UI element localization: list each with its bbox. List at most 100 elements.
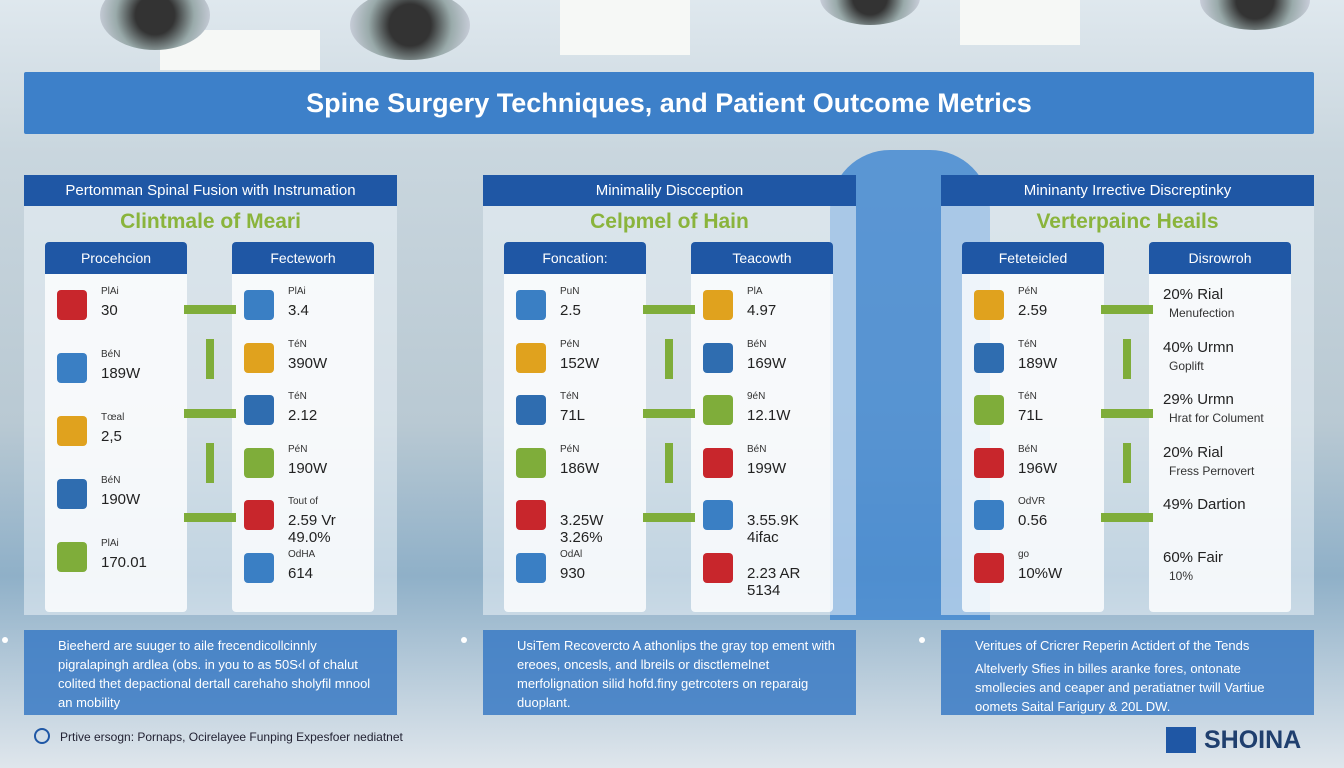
item-value: 2.23 AR 5134 <box>747 564 801 599</box>
item-icon <box>703 500 733 530</box>
item-value: 930 <box>560 564 586 582</box>
arrow <box>643 513 695 522</box>
surgical-lamp <box>1200 0 1310 30</box>
panel-subtitle: Verterpainc Heails <box>1036 210 1219 233</box>
item-label: PlAi <box>101 286 119 297</box>
item-value: 190W <box>288 459 328 477</box>
item-value: 10% <box>1169 568 1194 583</box>
arrow <box>1123 339 1131 379</box>
footer-text: Prtive ersogn: Pornaps, Ocirelayee Funpi… <box>60 730 403 744</box>
item-label: Tœal <box>101 412 125 423</box>
card-header: Fecteworh <box>232 242 374 274</box>
item-icon <box>57 416 87 446</box>
item-icon <box>974 447 1004 478</box>
card-header: Disrowroh <box>1149 242 1291 274</box>
item-icon <box>57 353 87 383</box>
notes: UsiTem Recovercto A athonlips the gray t… <box>461 630 856 715</box>
item-value: 2.59 Vr 49.0% <box>288 512 336 546</box>
item-icon <box>703 395 733 425</box>
item-icon <box>516 342 546 373</box>
item-value: 30 <box>101 302 118 319</box>
item-value: 189W <box>1018 354 1058 372</box>
arrow <box>665 443 673 483</box>
item-label: OdHA <box>288 548 316 560</box>
brand: SHOINA <box>1204 726 1302 754</box>
panel-subtitle: Celpmel of Hain <box>590 210 749 233</box>
card: Foncation: PuN 2.5 PéN 152W TéN 71L PéN 186W 3.25… <box>504 242 646 612</box>
card-header: Teacowth <box>691 242 833 274</box>
arrow <box>184 409 236 418</box>
notes: Veritues of Cricrer Reperin Actidert of … <box>919 630 1314 715</box>
item-label: go <box>1018 548 1030 560</box>
item-label: BéN <box>101 349 121 360</box>
card-header: Feteteicled <box>962 242 1104 274</box>
card: Feteteicled PéN 2.59 TéN 189W TéN 71L BéN 196W Od… <box>962 242 1104 612</box>
item-icon <box>57 479 87 509</box>
note: Bieeherd are suuger to aile frecendicoll… <box>58 638 371 710</box>
item-icon <box>974 552 1004 583</box>
item-icon <box>57 290 87 320</box>
arrow <box>643 409 695 418</box>
arrow <box>206 339 214 379</box>
panel-header: Minimalily Discception <box>483 175 856 206</box>
item-icon <box>244 290 274 320</box>
item-label: 29% Urmn <box>1163 391 1234 408</box>
item-label: PuN <box>560 286 580 297</box>
item-label: PéN <box>560 338 580 350</box>
arrow <box>643 305 695 314</box>
item-label: PlA <box>747 286 763 297</box>
item-label: 49% Dartion <box>1163 496 1246 513</box>
item-label: PlAi <box>101 538 119 549</box>
note: Altelverly Sfies in billes aranke fores,… <box>975 661 1265 714</box>
item-label: BéN <box>101 475 121 486</box>
item-label: BéN <box>747 443 767 455</box>
item-value: 152W <box>560 354 600 372</box>
item-label: PéN <box>288 443 308 455</box>
panel-header: Mininanty Irrective Discreptinky <box>941 175 1314 206</box>
item-label: TéN <box>1018 338 1037 350</box>
arrow <box>1101 409 1153 418</box>
item-icon <box>244 342 274 373</box>
item-value: 2.5 <box>560 302 581 319</box>
item-value: 3.4 <box>288 302 309 319</box>
item-value: Fress Pernovert <box>1169 463 1255 478</box>
surgical-lamp <box>350 0 470 60</box>
item-icon <box>974 395 1004 425</box>
arrow <box>1101 513 1153 522</box>
item-label: BéN <box>747 338 767 350</box>
ceiling-light <box>560 0 690 55</box>
item-label: OdAl <box>560 548 583 560</box>
item-label: Tout of <box>288 496 319 507</box>
item-value: 190W <box>101 491 141 508</box>
ceiling-light <box>960 0 1080 45</box>
item-label: TéN <box>560 391 579 402</box>
card: Disrowroh 20% Rial Menufection 40% Urmn Gopl… <box>1149 242 1291 612</box>
item-value: 4.97 <box>747 302 777 319</box>
note: Veritues of Cricrer Reperin Actidert of … <box>975 638 1250 653</box>
item-icon <box>703 552 733 583</box>
item-value: 186W <box>560 459 600 477</box>
title: Spine Surgery Techniques, and Patient Ou… <box>24 72 1314 134</box>
card: Teacowth PlA 4.97 BéN 169W 9éN 12.1W BéN 199W 3.5… <box>691 242 833 612</box>
item-label: OdVR <box>1018 496 1046 507</box>
item-value: 3.55.9K 4ifac <box>747 512 799 546</box>
item-icon <box>516 290 546 320</box>
item-value: 10%W <box>1018 564 1063 582</box>
arrow <box>665 339 673 379</box>
item-icon <box>974 290 1004 320</box>
item-value: 71L <box>560 407 586 424</box>
item-value: 390W <box>288 354 328 372</box>
item-value: Menufection <box>1169 306 1235 320</box>
card: Fecteworh PlAi 3.4 TéN 390W TéN 2.12 PéN 190W Tou… <box>232 242 374 612</box>
item-value: 189W <box>101 365 141 382</box>
item-icon <box>57 542 87 572</box>
item-icon <box>516 447 546 478</box>
item-value: 199W <box>747 459 787 477</box>
card: Procehcion PlAi 30 BéN 189W Tœal 2,5 BéN 190W PlA… <box>45 242 187 612</box>
bullet <box>461 637 467 643</box>
item-value: 2.12 <box>288 407 318 424</box>
notes: Bieeherd are suuger to aile frecendicoll… <box>2 630 397 715</box>
arrow <box>1101 305 1153 314</box>
item-icon <box>703 290 733 320</box>
item-label: TéN <box>1018 391 1037 402</box>
